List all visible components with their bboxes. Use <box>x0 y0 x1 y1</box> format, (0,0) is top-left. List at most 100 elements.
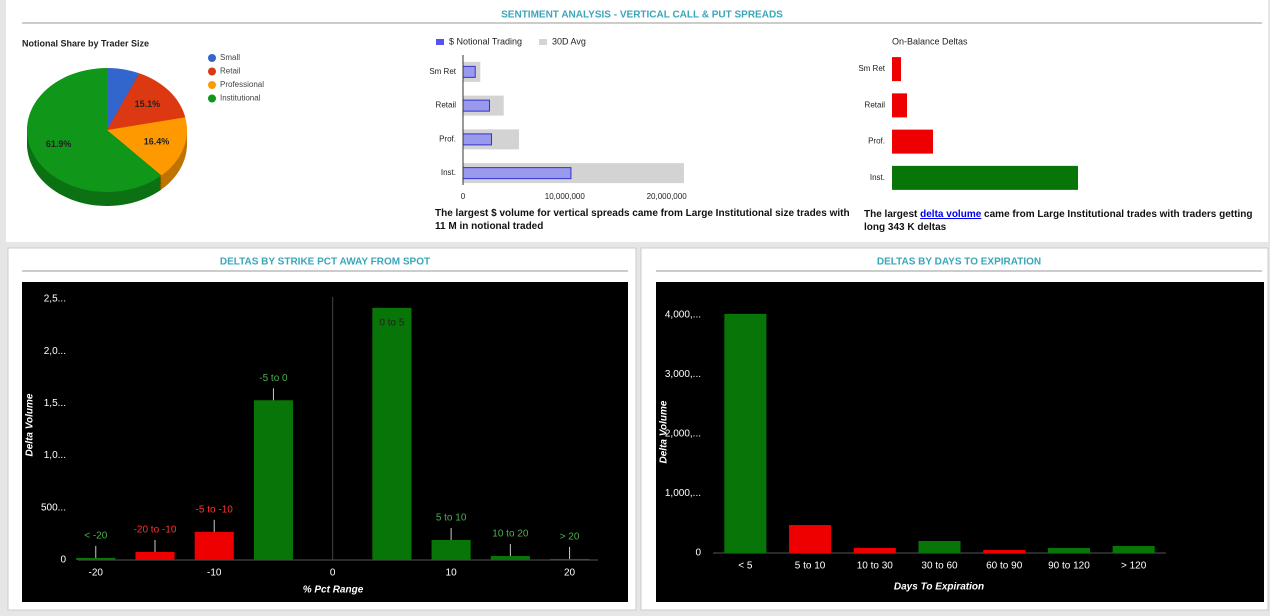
x-axis-title: Days To Expiration <box>894 582 984 593</box>
data-label: -5 to 0 <box>259 373 288 384</box>
pie-slice <box>26 68 162 193</box>
x-tick-label: 90 to 120 <box>1048 561 1090 572</box>
legend-label: 30D Avg <box>552 36 586 46</box>
y-tick-label: Prof. <box>439 134 456 143</box>
panel-title: DELTAS BY STRIKE PCT AWAY FROM SPOT <box>220 257 430 268</box>
data-label: -20 to -10 <box>134 525 177 536</box>
bar <box>1112 545 1155 553</box>
bar <box>462 167 572 180</box>
bar <box>462 133 493 146</box>
data-label: 0 to 5 <box>379 318 404 329</box>
x-tick-label: 30 to 60 <box>921 561 958 572</box>
x-tick-label: 0 <box>330 568 336 579</box>
legend-label: Small <box>220 53 240 62</box>
legend-label: Institutional <box>220 94 261 103</box>
x-tick-label: 10,000,000 <box>545 192 586 201</box>
bar <box>431 539 471 560</box>
y-axis-title: Delta Volume <box>659 400 670 463</box>
data-label: < -20 <box>84 531 108 542</box>
bar <box>853 548 896 553</box>
data-label: -5 to -10 <box>196 504 234 515</box>
x-tick-label: 10 <box>446 568 458 579</box>
bar <box>253 400 293 560</box>
legend-label: $ Notional Trading <box>449 36 522 46</box>
y-tick-label: Inst. <box>870 173 885 182</box>
page-title: SENTIMENT ANALYSIS - VERTICAL CALL & PUT… <box>501 10 783 21</box>
data-label: 5 to 10 <box>436 513 467 524</box>
data-label: 16.4% <box>144 137 170 147</box>
bar <box>983 550 1026 553</box>
y-tick-label: Inst. <box>441 168 456 177</box>
y-tick-label: Prof. <box>868 137 885 146</box>
bar <box>892 93 908 118</box>
y-tick-label: 2,5... <box>44 294 66 305</box>
y-tick-label: 1,5... <box>44 398 66 409</box>
data-label: 10 to 20 <box>492 529 529 540</box>
y-tick-label: 2,000,... <box>665 429 701 440</box>
x-tick-label: < 5 <box>738 561 753 572</box>
bar <box>76 557 116 560</box>
legend-swatch <box>208 54 216 62</box>
bar <box>550 558 590 560</box>
y-tick-label: Sm Ret <box>858 64 885 73</box>
note-text: The largest <box>864 209 921 220</box>
data-label: 61.9% <box>46 139 72 149</box>
bar <box>194 531 234 560</box>
y-tick-label: 1,000,... <box>665 488 701 499</box>
data-label: 15.1% <box>135 99 161 109</box>
x-tick-label: 60 to 90 <box>986 561 1023 572</box>
x-tick-label: -10 <box>207 568 222 579</box>
note-text: came from Large Institutional trades wit… <box>864 209 1253 233</box>
chart-title: On-Balance Deltas <box>892 36 968 46</box>
bar <box>490 556 530 560</box>
chart-area <box>22 282 628 602</box>
legend-swatch <box>208 94 216 103</box>
x-tick-label: 10 to 30 <box>857 561 894 572</box>
note-link[interactable]: delta volume <box>920 209 982 220</box>
bar <box>789 525 832 553</box>
legend-label: Professional <box>220 80 264 89</box>
x-tick-label: 20 <box>564 568 576 579</box>
y-tick-label: Retail <box>865 100 886 109</box>
bar <box>372 307 412 560</box>
y-axis-title: Delta Volume <box>25 393 36 456</box>
bar <box>918 540 961 553</box>
y-tick-label: 3,000,... <box>665 369 701 380</box>
y-tick-label: 500... <box>41 502 66 513</box>
y-tick-label: 4,000,... <box>665 310 701 321</box>
pie-slice <box>107 68 140 130</box>
chart-title: Notional Share by Trader Size <box>22 38 149 48</box>
bar <box>724 313 767 553</box>
x-tick-label: 20,000,000 <box>647 192 688 201</box>
x-tick-label: 5 to 10 <box>795 561 826 572</box>
bar <box>892 57 902 82</box>
x-tick-label: -20 <box>89 568 104 579</box>
bar <box>462 65 476 78</box>
bar <box>462 99 490 112</box>
bar <box>1047 548 1090 553</box>
bar <box>892 129 933 154</box>
y-tick-label: 0 <box>695 548 701 559</box>
legend-swatch <box>539 39 548 45</box>
note: The largest delta volume came from Large… <box>864 208 1264 234</box>
y-tick-label: Retail <box>436 101 457 110</box>
legend-swatch <box>436 39 444 45</box>
bar <box>135 551 175 560</box>
panel-title: DELTAS BY DAYS TO EXPIRATION <box>877 257 1041 268</box>
y-tick-label: 1,0... <box>44 450 66 461</box>
x-tick-label: > 120 <box>1121 561 1147 572</box>
y-tick-label: 0 <box>60 555 66 566</box>
top-panel <box>6 0 1268 242</box>
data-label: > 20 <box>560 532 580 543</box>
x-tick-label: 0 <box>461 192 466 201</box>
pie-slice <box>107 117 187 176</box>
bar <box>892 165 1078 190</box>
legend-swatch <box>208 81 216 89</box>
legend-swatch <box>208 67 216 76</box>
y-tick-label: 2,0... <box>44 346 66 357</box>
x-axis-title: % Pct Range <box>303 585 364 596</box>
note: The largest $ volume for vertical spread… <box>435 208 850 232</box>
y-tick-label: Sm Ret <box>429 67 456 76</box>
